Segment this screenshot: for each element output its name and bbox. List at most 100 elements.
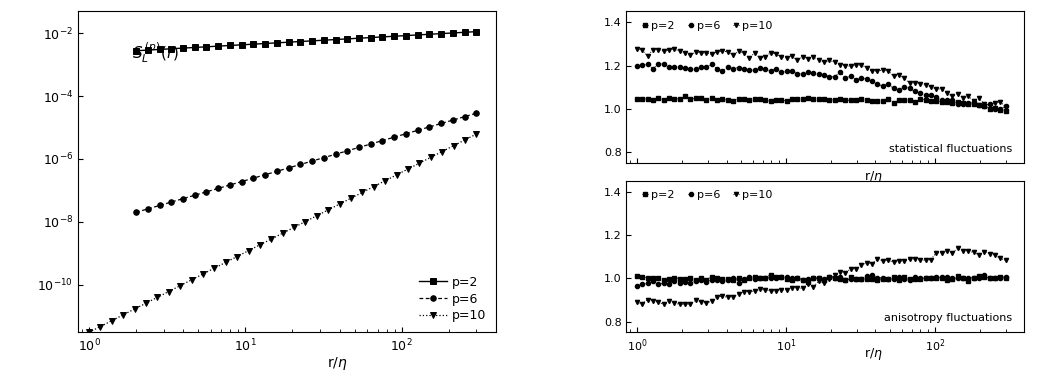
p=10 — [952, 91, 964, 96]
p=6 — [306, 159, 318, 163]
Line: p=10: p=10 — [634, 47, 1008, 110]
p=6 — [989, 106, 1002, 111]
p=2 — [201, 45, 213, 49]
Legend: p=2, p=6, p=10: p=2, p=6, p=10 — [640, 188, 775, 202]
p=6 — [866, 273, 879, 277]
p=2 — [259, 41, 271, 46]
p=10 — [356, 190, 368, 195]
p=10 — [367, 184, 380, 189]
p=6 — [791, 71, 804, 76]
p=2 — [423, 32, 436, 37]
Line: p=10: p=10 — [86, 131, 479, 335]
p=6 — [224, 183, 236, 187]
p=10 — [946, 94, 959, 99]
Text: $S_L^{\,(p)}(r)$: $S_L^{\,(p)}(r)$ — [132, 40, 179, 65]
Line: p=6: p=6 — [133, 110, 479, 215]
p=6 — [330, 152, 342, 157]
p=6 — [294, 162, 307, 167]
Line: p=10: p=10 — [634, 246, 1008, 307]
p=2 — [141, 48, 154, 52]
p=2 — [341, 37, 354, 41]
p=2 — [412, 32, 424, 37]
p=6 — [399, 131, 412, 136]
p=6 — [630, 283, 643, 288]
p=6 — [212, 186, 225, 191]
p=10 — [957, 248, 969, 253]
p=2 — [684, 97, 697, 102]
p=6 — [364, 142, 376, 146]
p=6 — [423, 125, 436, 129]
p=6 — [630, 64, 643, 68]
p=2 — [459, 30, 471, 35]
p=10 — [174, 283, 186, 288]
p=2 — [952, 100, 964, 104]
p=6 — [717, 278, 729, 283]
p=2 — [749, 97, 761, 101]
p=6 — [999, 104, 1012, 109]
p=2 — [999, 108, 1012, 113]
p=10 — [436, 149, 448, 154]
p=2 — [188, 45, 201, 50]
p=10 — [139, 301, 152, 306]
p=10 — [197, 272, 209, 276]
p=10 — [470, 132, 483, 136]
p=6 — [834, 275, 847, 280]
p=10 — [791, 285, 804, 290]
p=2 — [764, 273, 777, 277]
p=2 — [248, 42, 260, 47]
p=10 — [288, 225, 301, 230]
p=6 — [743, 275, 755, 279]
p=6 — [946, 276, 959, 281]
p=6 — [353, 145, 365, 150]
Line: p=2: p=2 — [133, 29, 479, 53]
p=10 — [668, 46, 680, 51]
p=10 — [413, 161, 425, 165]
p=6 — [388, 135, 400, 139]
p=10 — [952, 246, 964, 251]
p=6 — [283, 166, 295, 170]
p=6 — [248, 176, 260, 180]
p=6 — [749, 68, 761, 72]
p=6 — [317, 155, 330, 160]
p=10 — [459, 138, 471, 142]
p=10 — [162, 289, 175, 294]
p=10 — [630, 47, 643, 51]
p=2 — [630, 96, 643, 101]
p=10 — [722, 50, 734, 54]
p=2 — [364, 35, 376, 40]
p=10 — [128, 307, 140, 311]
p=2 — [435, 31, 447, 36]
Legend: p=2, p=6, p=10: p=2, p=6, p=10 — [415, 272, 490, 326]
p=10 — [722, 295, 734, 299]
p=6 — [153, 203, 165, 208]
p=2 — [153, 47, 165, 52]
Text: r/$\eta$: r/$\eta$ — [327, 355, 347, 372]
p=2 — [212, 44, 225, 49]
p=2 — [743, 276, 755, 281]
p=10 — [265, 237, 278, 241]
p=6 — [446, 118, 459, 122]
p=10 — [185, 278, 198, 282]
p=6 — [188, 193, 201, 197]
p=10 — [839, 63, 852, 68]
p=2 — [679, 94, 692, 98]
p=2 — [802, 280, 814, 285]
p=2 — [946, 100, 959, 105]
p=10 — [749, 50, 761, 55]
p=2 — [270, 40, 283, 45]
p=2 — [999, 276, 1012, 281]
p=6 — [201, 189, 213, 194]
p=2 — [376, 35, 389, 39]
p=2 — [717, 277, 729, 282]
p=2 — [306, 39, 318, 43]
Text: anisotropy fluctuations: anisotropy fluctuations — [884, 313, 1013, 323]
p=2 — [294, 39, 307, 44]
p=10 — [334, 202, 346, 206]
Line: p=2: p=2 — [634, 273, 1008, 284]
p=2 — [630, 274, 643, 278]
Text: statistical fluctuations: statistical fluctuations — [889, 144, 1013, 154]
p=10 — [83, 330, 96, 335]
p=6 — [259, 172, 271, 177]
p=6 — [657, 62, 670, 66]
p=2 — [317, 38, 330, 42]
